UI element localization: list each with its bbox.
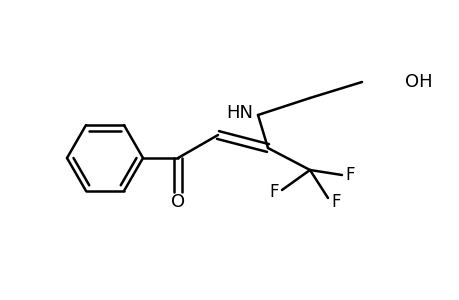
Text: OH: OH [404,73,431,91]
Text: F: F [269,183,278,201]
Text: O: O [171,193,185,211]
Text: F: F [345,166,354,184]
Text: HN: HN [225,104,252,122]
Text: F: F [330,193,340,211]
